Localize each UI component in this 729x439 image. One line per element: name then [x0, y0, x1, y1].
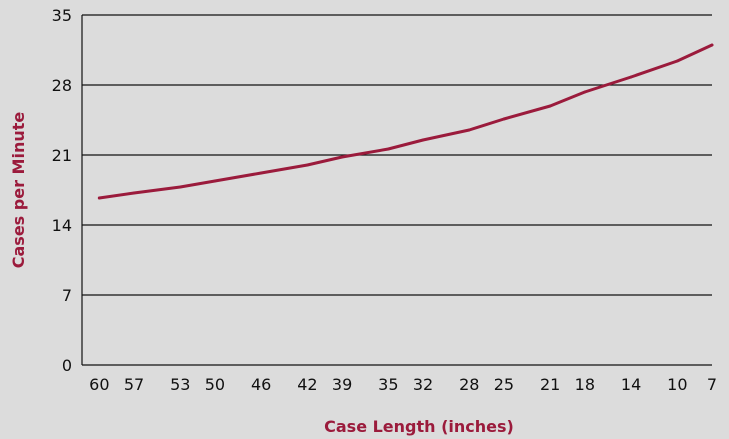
data-point [386, 147, 390, 151]
data-point [306, 163, 309, 167]
x-tick-label: 46 [251, 375, 271, 394]
y-tick-labels: 0 7 14 21 28 35 [52, 6, 72, 375]
y-tick-label: 7 [62, 286, 72, 305]
series-group [97, 43, 714, 200]
data-point [548, 104, 552, 108]
data-point [132, 191, 136, 195]
data-point [259, 171, 263, 175]
x-tick-label: 7 [707, 375, 717, 394]
data-point [629, 75, 633, 79]
y-axis-title: Cases per Minute [9, 112, 28, 269]
data-point [97, 196, 101, 200]
x-tick-label: 60 [89, 375, 109, 394]
x-tick-label: 28 [459, 375, 479, 394]
data-point [178, 185, 182, 189]
data-point [675, 59, 679, 63]
x-tick-label: 53 [170, 375, 190, 394]
data-point [467, 128, 471, 132]
data-point [583, 90, 587, 94]
x-tick-labels: 60 57 53 50 46 42 39 35 32 28 25 21 18 14 10 7 [89, 375, 717, 394]
y-tick-label: 21 [52, 146, 72, 165]
y-tick-label: 0 [62, 356, 72, 375]
x-tick-label: 32 [413, 375, 433, 394]
y-tick-label: 14 [52, 216, 72, 235]
series-line [97, 43, 714, 200]
data-point [213, 179, 217, 183]
data-point [421, 138, 425, 142]
x-tick-label: 14 [621, 375, 641, 394]
data-point [710, 43, 714, 47]
x-tick-label: 25 [494, 375, 514, 394]
x-tick-label: 18 [575, 375, 595, 394]
y-tick-label: 35 [52, 6, 72, 25]
data-point [340, 155, 344, 159]
axes [81, 15, 712, 366]
x-tick-label: 35 [378, 375, 398, 394]
data-point [502, 117, 506, 121]
x-tick-label: 10 [667, 375, 687, 394]
x-axis-title: Case Length (inches) [324, 417, 514, 436]
gridlines [82, 14, 712, 296]
x-tick-label: 42 [297, 375, 317, 394]
x-tick-label: 21 [540, 375, 560, 394]
x-tick-label: 50 [205, 375, 225, 394]
x-tick-label: 39 [332, 375, 352, 394]
y-tick-label: 28 [52, 76, 72, 95]
x-tick-label: 57 [124, 375, 144, 394]
